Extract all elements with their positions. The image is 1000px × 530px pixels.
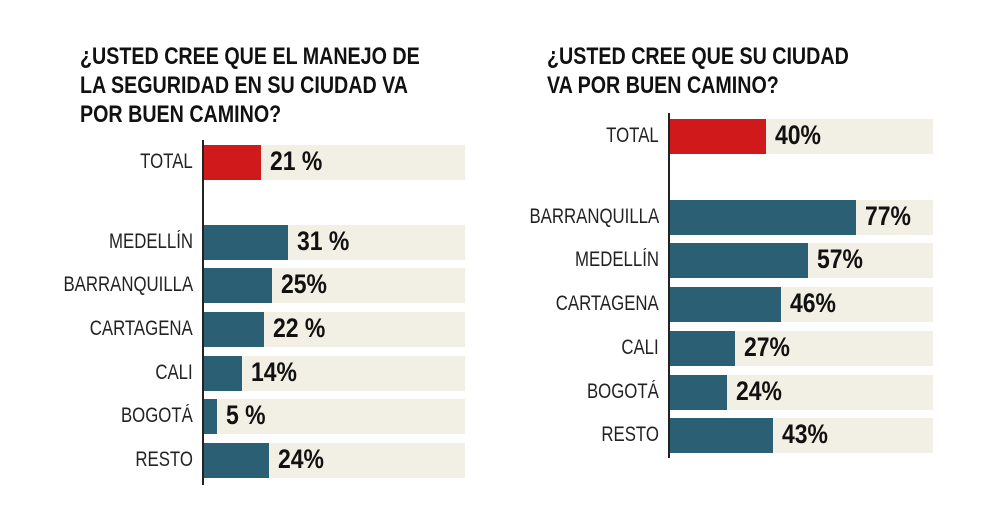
bar-track	[203, 399, 465, 434]
bar-medellín	[669, 243, 808, 278]
left-chart-title: ¿USTED CREE QUE EL MANEJO DE LA SEGURIDA…	[80, 42, 420, 129]
category-label: CALI	[155, 361, 193, 384]
value-label: 5 %	[225, 400, 266, 430]
value-label: 57%	[816, 244, 863, 274]
category-label: BARRANQUILLA	[529, 205, 659, 228]
title-line: VA POR BUEN CAMINO?	[547, 72, 779, 99]
title-line: ¿USTED CREE QUE EL MANEJO DE	[80, 43, 420, 70]
category-label: MEDELLÍN	[574, 248, 659, 271]
value-label: 21 %	[269, 146, 323, 176]
category-label: CALI	[621, 336, 659, 359]
value-label: 24%	[278, 444, 324, 474]
category-label: BOGOTÁ	[587, 380, 659, 403]
category-label: RESTO	[135, 448, 193, 471]
bar-cali	[669, 331, 735, 366]
value-label: 77%	[865, 201, 912, 231]
title-line: POR BUEN CAMINO?	[80, 101, 282, 128]
category-label: RESTO	[601, 423, 659, 446]
category-label: CARTAGENA	[556, 292, 659, 315]
value-label: 27%	[743, 332, 790, 362]
value-label: 43%	[782, 419, 829, 449]
value-label: 14%	[250, 357, 297, 387]
value-label: 24%	[736, 376, 783, 406]
category-label: MEDELLÍN	[108, 230, 193, 253]
value-label: 40%	[775, 120, 822, 150]
category-label: CARTAGENA	[90, 317, 193, 340]
bar-track	[203, 356, 465, 391]
bar-total	[203, 145, 261, 180]
value-label: 25%	[280, 269, 327, 299]
value-label: 31 %	[297, 226, 350, 256]
value-label: 46%	[789, 288, 836, 318]
bar-barranquilla	[669, 200, 857, 235]
bar-barranquilla	[203, 268, 272, 303]
category-label: BARRANQUILLA	[63, 273, 193, 296]
category-label: BOGOTÁ	[121, 404, 193, 427]
bar-resto	[669, 418, 774, 453]
bar-cali	[203, 356, 242, 391]
axis-line	[202, 140, 204, 485]
title-line: LA SEGURIDAD EN SU CIUDAD VA	[80, 72, 409, 99]
title-line: ¿USTED CREE QUE SU CIUDAD	[547, 43, 849, 70]
bar-bogotá	[203, 399, 217, 434]
bar-bogotá	[669, 375, 728, 410]
bar-resto	[203, 443, 269, 478]
category-label: TOTAL	[606, 124, 659, 147]
category-label: TOTAL	[140, 150, 193, 173]
value-label: 22 %	[272, 313, 325, 343]
bar-cartagena	[203, 312, 264, 347]
bar-medellín	[203, 225, 289, 260]
bar-total	[669, 119, 767, 154]
bar-cartagena	[669, 287, 781, 322]
right-chart-title: ¿USTED CREE QUE SU CIUDAD VA POR BUEN CA…	[547, 42, 849, 100]
axis-line	[668, 113, 670, 458]
